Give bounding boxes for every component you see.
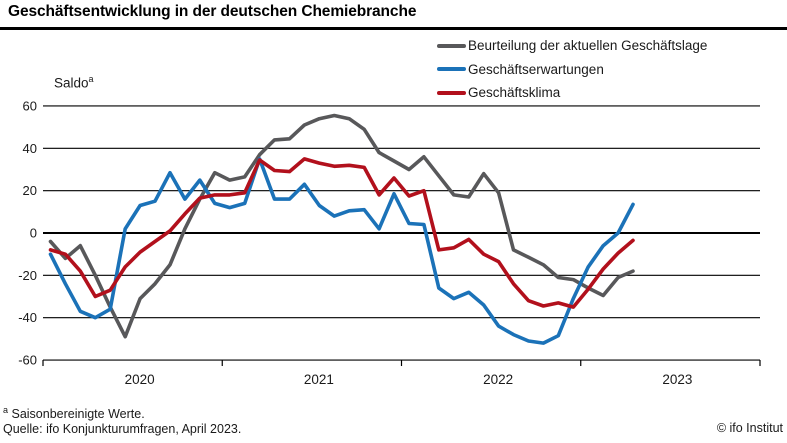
page-title: Geschäftsentwicklung in der deutschen Ch… xyxy=(8,3,417,20)
series-line-0 xyxy=(48,113,635,339)
source-note: Quelle: ifo Konjunkturumfragen, April 20… xyxy=(3,422,242,436)
y-tick-label: -20 xyxy=(18,268,37,283)
x-tick-label: 2022 xyxy=(483,372,513,387)
x-tick-label: 2023 xyxy=(662,372,692,387)
y-tick-label: 40 xyxy=(23,141,37,156)
series-line-2 xyxy=(48,157,635,309)
legend-label-lage: Beurteilung der aktuellen Geschäftslage xyxy=(468,38,708,54)
x-tick-label: 2021 xyxy=(304,372,334,387)
blue-line-icon xyxy=(437,67,466,72)
red-line-icon xyxy=(437,90,466,95)
legend: Beurteilung der aktuellen Geschäftslage … xyxy=(437,34,707,105)
y-tick-label: -60 xyxy=(18,353,37,368)
y-axis-unit-label: Saldoa xyxy=(54,74,94,91)
legend-item-lage: Beurteilung der aktuellen Geschäftslage xyxy=(437,34,707,58)
y-tick-label: 20 xyxy=(23,183,37,198)
x-tick-label: 2020 xyxy=(125,372,155,387)
copyright-note: © ifo Institut xyxy=(716,421,783,435)
legend-item-erwartungen: Geschäftserwartungen xyxy=(437,58,707,82)
title-underline xyxy=(0,27,787,30)
y-tick-label: 60 xyxy=(23,98,37,113)
gray-line-icon xyxy=(437,43,466,48)
legend-label-erwartungen: Geschäftserwartungen xyxy=(468,61,604,77)
y-tick-label: -40 xyxy=(18,310,37,325)
series-line-1 xyxy=(48,157,635,345)
y-tick-label: 0 xyxy=(30,226,37,241)
footnote-seasonal-adjustment: a Saisonbereinigte Werte. xyxy=(3,405,145,422)
legend-item-klima: Geschäftsklima xyxy=(437,81,707,105)
saldo-superscript: a xyxy=(88,74,94,84)
legend-label-klima: Geschäftsklima xyxy=(468,85,561,101)
